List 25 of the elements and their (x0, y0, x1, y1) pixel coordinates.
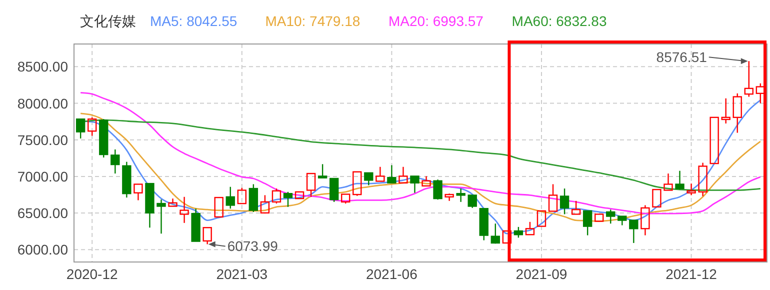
candlestick (721, 98, 730, 124)
text: MA10: 7479.18 (265, 13, 360, 29)
candlestick (640, 204, 650, 236)
y-tick-label: 8000.00 (17, 95, 68, 112)
chart-title: 文化传媒 (80, 13, 136, 29)
x-tick-label: 2021-06 (366, 266, 418, 282)
y-tick-label: 8500.00 (17, 58, 68, 75)
candlestick (180, 196, 189, 224)
text: MA20: 6993.57 (388, 13, 484, 29)
x-tick-label: 2021-03 (216, 266, 268, 282)
x-tick-label: 2021-12 (666, 266, 718, 282)
y-tick-label: 7500.00 (17, 132, 68, 148)
y-tick-label: 7000.00 (17, 168, 68, 184)
annotation: 6073.99 (227, 238, 278, 254)
y-tick-label: 6500.00 (17, 205, 68, 222)
x-tick-label: 2021-09 (516, 266, 568, 282)
text: MA5: 8042.55 (150, 13, 238, 29)
candlestick (156, 198, 166, 234)
x-tick-label: 2020-12 (66, 266, 118, 282)
candlestick (456, 188, 466, 203)
candlestick (110, 148, 120, 174)
y-tick-label: 6000.00 (17, 242, 68, 258)
text: MA60: 6832.83 (512, 13, 607, 29)
annotation: 8576.51 (656, 49, 708, 66)
candlestick (122, 161, 132, 198)
